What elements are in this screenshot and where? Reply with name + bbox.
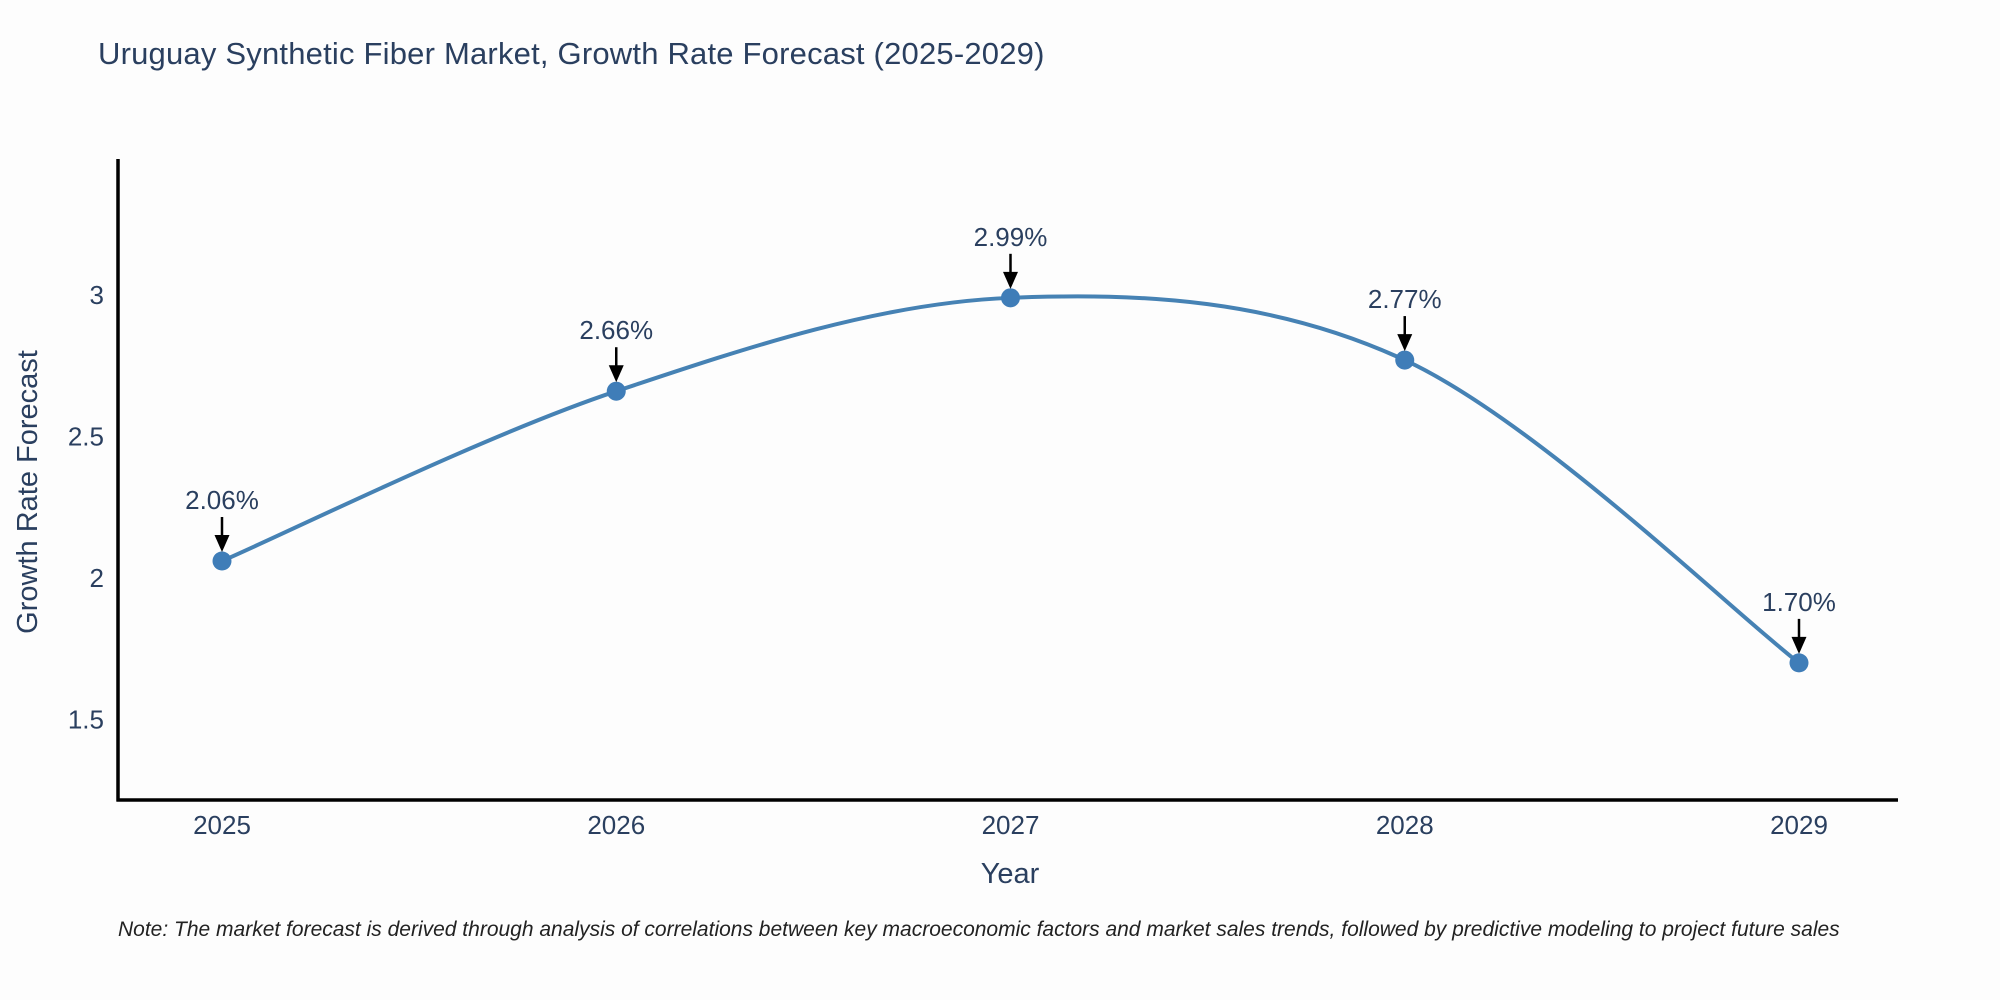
data-point-label: 1.70%	[1762, 587, 1836, 617]
annotation-arrow-head	[1791, 636, 1807, 654]
data-point-marker	[606, 381, 626, 401]
forecast-line	[221, 294, 1801, 665]
x-tick-label: 2029	[1770, 810, 1828, 840]
annotation-arrow-head	[608, 365, 624, 383]
y-tick-label: 2.5	[68, 421, 104, 451]
y-tick-label: 2	[90, 563, 104, 593]
chart-title: Uruguay Synthetic Fiber Market, Growth R…	[98, 36, 1045, 71]
data-point-marker	[212, 551, 232, 571]
y-tick-label: 3	[90, 280, 104, 310]
annotation-arrow-head	[1397, 334, 1413, 352]
data-point-label: 2.99%	[974, 222, 1048, 252]
annotation-arrow-head	[214, 535, 230, 553]
data-point-label: 2.06%	[185, 485, 259, 515]
x-axis-title: Year	[980, 858, 1040, 890]
data-point-label: 2.66%	[579, 315, 653, 345]
x-tick-label: 2028	[1376, 810, 1434, 840]
footnote: Note: The market forecast is derived thr…	[118, 918, 1840, 941]
data-point-marker	[1395, 350, 1415, 370]
annotation-arrow-head	[1003, 271, 1018, 289]
x-tick-label: 2027	[982, 810, 1040, 840]
x-tick-label: 2025	[193, 810, 251, 840]
data-point-label: 2.77%	[1368, 284, 1442, 314]
x-tick-label: 2026	[587, 810, 645, 840]
y-tick-label: 1.5	[68, 704, 104, 734]
data-point-marker	[1001, 288, 1020, 308]
data-point-marker	[1789, 653, 1809, 673]
